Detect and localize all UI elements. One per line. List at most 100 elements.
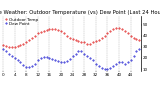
Dew Point [86, 55, 88, 56]
Dew Point [98, 65, 100, 66]
Dew Point [57, 61, 59, 62]
Outdoor Temp [25, 42, 27, 43]
Dew Point [11, 55, 13, 56]
Outdoor Temp [20, 44, 21, 45]
Dew Point [136, 51, 137, 52]
Outdoor Temp [75, 40, 76, 41]
Dew Point [34, 63, 36, 64]
Dew Point [107, 69, 108, 70]
Outdoor Temp [2, 44, 4, 45]
Outdoor Temp [60, 31, 62, 32]
Outdoor Temp [66, 35, 68, 36]
Dew Point [5, 51, 7, 52]
Dew Point [37, 60, 39, 61]
Outdoor Temp [69, 37, 71, 38]
Dew Point [25, 66, 27, 67]
Outdoor Temp [77, 41, 79, 42]
Dew Point [115, 63, 117, 64]
Outdoor Temp [83, 42, 85, 43]
Line: Outdoor Temp: Outdoor Temp [3, 27, 140, 47]
Outdoor Temp [22, 43, 24, 44]
Outdoor Temp [80, 42, 82, 43]
Dew Point [28, 66, 30, 67]
Dew Point [75, 53, 76, 54]
Line: Dew Point: Dew Point [3, 49, 140, 70]
Dew Point [95, 63, 97, 64]
Outdoor Temp [14, 46, 16, 47]
Outdoor Temp [28, 40, 30, 41]
Dew Point [72, 55, 74, 56]
Dew Point [138, 49, 140, 50]
Dew Point [46, 56, 48, 57]
Dew Point [31, 65, 33, 66]
Outdoor Temp [130, 35, 132, 36]
Dew Point [43, 56, 45, 57]
Outdoor Temp [5, 45, 7, 46]
Dew Point [17, 60, 19, 61]
Dew Point [118, 62, 120, 63]
Outdoor Temp [115, 27, 117, 28]
Title: Milwaukee Weather: Outdoor Temperature (vs) Dew Point (Last 24 Hours): Milwaukee Weather: Outdoor Temperature (… [0, 10, 160, 15]
Outdoor Temp [11, 46, 13, 47]
Dew Point [83, 53, 85, 54]
Outdoor Temp [95, 41, 97, 42]
Dew Point [89, 57, 91, 58]
Outdoor Temp [54, 29, 56, 30]
Outdoor Temp [86, 43, 88, 44]
Dew Point [112, 65, 114, 66]
Outdoor Temp [124, 31, 126, 32]
Dew Point [48, 57, 50, 58]
Legend: Outdoor Temp, Dew Point: Outdoor Temp, Dew Point [4, 18, 38, 26]
Outdoor Temp [138, 40, 140, 41]
Dew Point [66, 61, 68, 62]
Outdoor Temp [107, 33, 108, 34]
Outdoor Temp [101, 37, 103, 38]
Dew Point [127, 62, 129, 63]
Outdoor Temp [92, 42, 94, 43]
Dew Point [51, 59, 53, 60]
Dew Point [124, 63, 126, 64]
Outdoor Temp [37, 33, 39, 34]
Outdoor Temp [98, 40, 100, 41]
Outdoor Temp [121, 29, 123, 30]
Outdoor Temp [127, 33, 129, 34]
Outdoor Temp [8, 46, 10, 47]
Dew Point [40, 57, 42, 58]
Dew Point [77, 51, 79, 52]
Outdoor Temp [46, 30, 48, 31]
Dew Point [14, 57, 16, 58]
Outdoor Temp [63, 33, 65, 34]
Dew Point [22, 64, 24, 65]
Dew Point [69, 59, 71, 60]
Dew Point [63, 62, 65, 63]
Outdoor Temp [48, 29, 50, 30]
Dew Point [8, 53, 10, 54]
Dew Point [2, 49, 4, 50]
Outdoor Temp [34, 35, 36, 36]
Outdoor Temp [136, 39, 137, 40]
Dew Point [130, 60, 132, 61]
Outdoor Temp [17, 45, 19, 46]
Outdoor Temp [57, 30, 59, 31]
Dew Point [54, 60, 56, 61]
Dew Point [104, 69, 105, 70]
Outdoor Temp [109, 31, 111, 32]
Dew Point [80, 51, 82, 52]
Dew Point [60, 62, 62, 63]
Outdoor Temp [72, 39, 74, 40]
Outdoor Temp [43, 31, 45, 32]
Outdoor Temp [51, 29, 53, 30]
Outdoor Temp [112, 29, 114, 30]
Dew Point [92, 60, 94, 61]
Outdoor Temp [31, 37, 33, 38]
Dew Point [121, 62, 123, 63]
Outdoor Temp [89, 43, 91, 44]
Outdoor Temp [40, 32, 42, 33]
Dew Point [101, 68, 103, 69]
Outdoor Temp [118, 27, 120, 28]
Outdoor Temp [133, 37, 135, 38]
Dew Point [133, 55, 135, 56]
Dew Point [20, 62, 21, 63]
Outdoor Temp [104, 35, 105, 36]
Dew Point [109, 68, 111, 69]
